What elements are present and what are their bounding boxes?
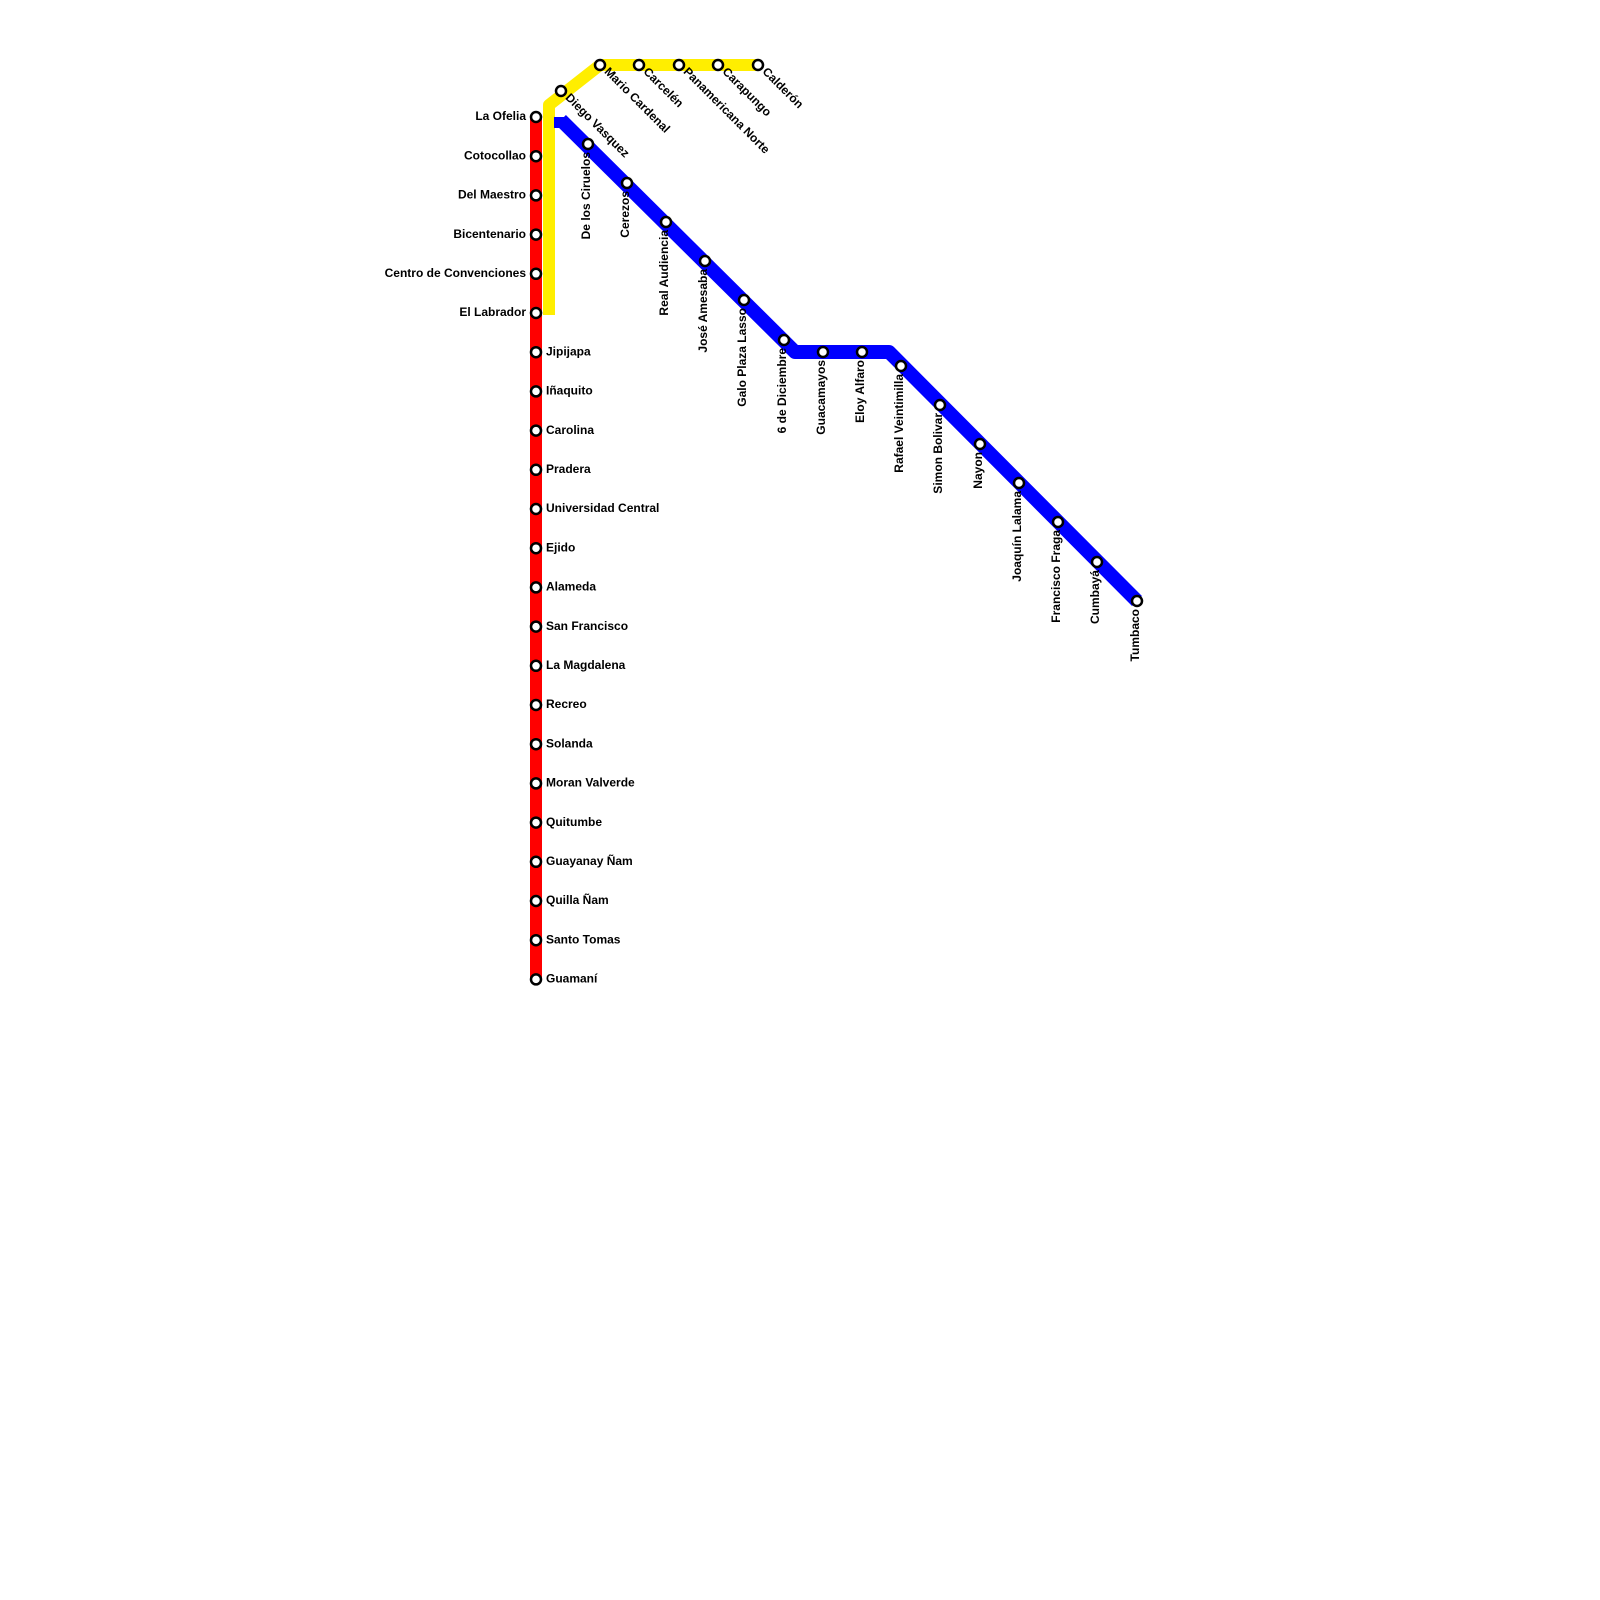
- station-label: José Amesaba: [696, 269, 710, 353]
- station-label: Centro de Convenciones: [385, 266, 527, 280]
- station-label: Ejido: [546, 540, 575, 554]
- station-label: Universidad Central: [546, 501, 659, 515]
- station: [711, 58, 725, 72]
- station: [529, 110, 543, 124]
- station: [529, 189, 543, 202]
- station-label: Cumbayá: [1088, 570, 1102, 624]
- station-label: Quitumbe: [546, 815, 602, 829]
- station: [529, 149, 543, 163]
- station-label: Bicentenario: [453, 227, 526, 241]
- station: [855, 345, 869, 359]
- station-label: Francisco Fraga: [1049, 530, 1063, 623]
- station: [529, 620, 543, 633]
- station: [1012, 476, 1026, 490]
- station: [529, 267, 543, 281]
- station: [529, 541, 543, 555]
- station: [751, 58, 765, 72]
- station-label: Moran Valverde: [546, 776, 635, 790]
- station: [529, 502, 543, 516]
- station-label: Jipijapa: [546, 344, 591, 358]
- station-label: Guayanay Ñam: [546, 853, 633, 868]
- station-label: Simon Bolivar: [931, 413, 945, 494]
- station: [698, 254, 712, 268]
- station-label: Galo Plaza Lasso: [735, 308, 749, 407]
- station: [529, 385, 543, 398]
- station-label: Nayon: [971, 452, 985, 489]
- station-label: Eloy Alfaro: [853, 360, 867, 423]
- station: [973, 437, 987, 451]
- station: [529, 933, 543, 947]
- station-label: Joaquín Lalama: [1010, 491, 1024, 582]
- station-label: Guacamayos: [814, 360, 828, 435]
- station-label: De los Ciruelos: [579, 152, 593, 240]
- station-label: 6 de Diciembre: [775, 348, 789, 434]
- station: [620, 176, 634, 190]
- route-line: [554, 115, 1142, 606]
- station: [1130, 594, 1144, 608]
- station-label: Iñaquito: [546, 384, 593, 398]
- station: [529, 894, 543, 908]
- station-label: Rafael Veintimilla: [892, 374, 906, 473]
- station: [529, 424, 543, 437]
- station: [777, 333, 791, 347]
- stations: La Ofelia Cotocollao Del Maestro Bicentenar…: [385, 58, 1144, 986]
- station-label: Cerezos: [618, 191, 632, 238]
- station: [933, 398, 947, 412]
- station-label: Solanda: [546, 736, 593, 750]
- station-label: La Ofelia: [475, 109, 526, 123]
- station-label: Quilla Ñam: [546, 892, 609, 907]
- station: [593, 58, 607, 72]
- station: [529, 855, 543, 869]
- station: [894, 359, 908, 373]
- station: [554, 84, 568, 98]
- station-label: Cotocollao: [464, 148, 526, 162]
- station: [529, 345, 543, 359]
- station-label: Pradera: [546, 462, 591, 476]
- station-label: Del Maestro: [458, 188, 526, 202]
- station: [632, 58, 646, 72]
- station-label: El Labrador: [459, 305, 526, 319]
- station-label: Tumbaco: [1128, 609, 1142, 661]
- station: [659, 215, 673, 229]
- station-label: Recreo: [546, 697, 587, 711]
- station-label: San Francisco: [546, 619, 628, 633]
- station: [672, 58, 686, 72]
- station: [529, 973, 543, 986]
- station-label: La Magdalena: [546, 658, 626, 672]
- station: [529, 737, 543, 751]
- station: [816, 345, 830, 359]
- station-label: Santo Tomas: [546, 932, 621, 946]
- station-label: Real Audiencia: [657, 230, 671, 316]
- station: [737, 293, 751, 307]
- station-label: Alameda: [546, 580, 596, 594]
- station: [529, 306, 543, 320]
- station: [529, 228, 543, 241]
- station: [529, 777, 543, 790]
- station: [1051, 515, 1065, 529]
- station-label: Carolina: [546, 423, 594, 437]
- station: [529, 816, 543, 829]
- station-label: Guamaní: [546, 972, 598, 986]
- station: [529, 463, 543, 477]
- station: [529, 698, 543, 712]
- station: [581, 137, 595, 151]
- station: [529, 659, 543, 673]
- station: [529, 581, 543, 594]
- station: [1090, 555, 1104, 569]
